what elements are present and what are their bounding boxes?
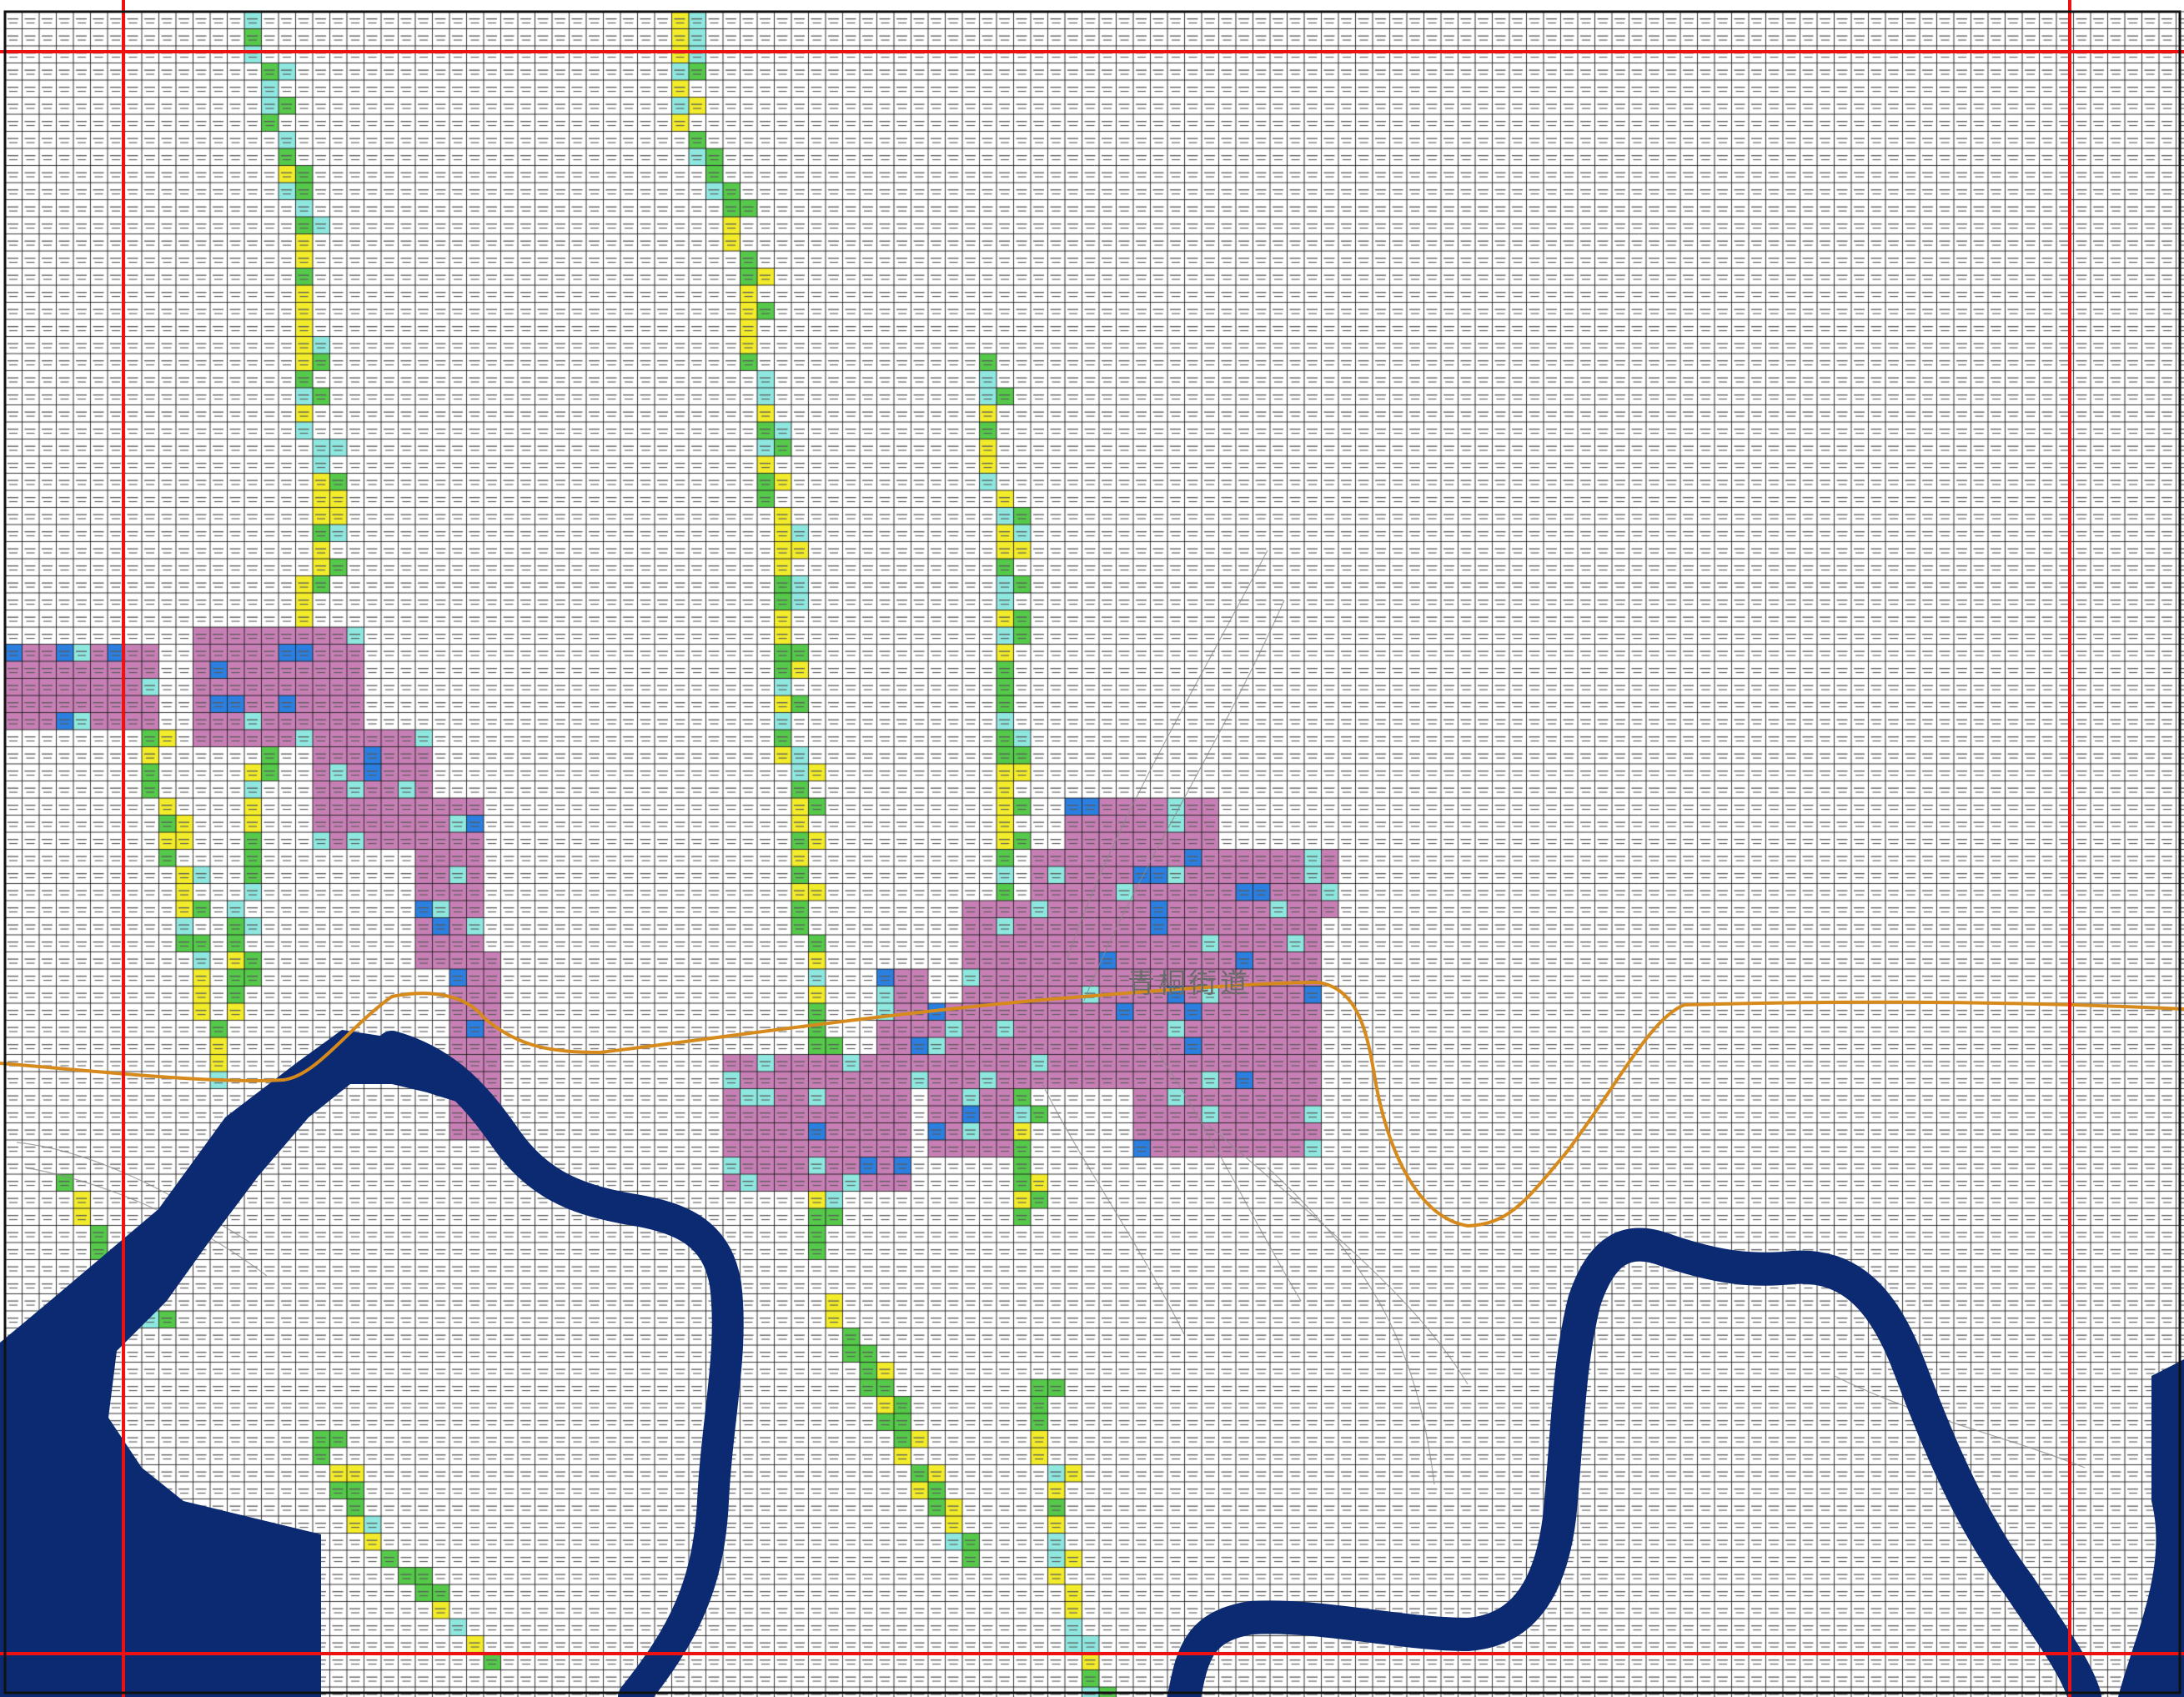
admin-boundary [0,980,2184,1228]
contour-line [16,1142,251,1243]
river [0,1030,2184,1697]
map-frame [3,10,2181,1694]
contour-lines [16,550,2086,1485]
contour-line [1083,600,1285,1002]
river-area [2118,1359,2184,1697]
place-name-label: 青桐街道 [1127,966,1251,999]
contour-line [1042,1083,1185,1335]
contour-line [1150,1042,1302,1302]
contour-line [1834,1375,2086,1469]
contour-line [1267,1167,1435,1485]
river-channel [1167,1228,2101,1697]
boundary-line [0,980,2184,1228]
contour-line [1067,550,1268,960]
contour-line [24,1167,268,1277]
river-channel [376,1031,744,1697]
contour-line [1208,1125,1469,1385]
river-area [0,1030,479,1697]
